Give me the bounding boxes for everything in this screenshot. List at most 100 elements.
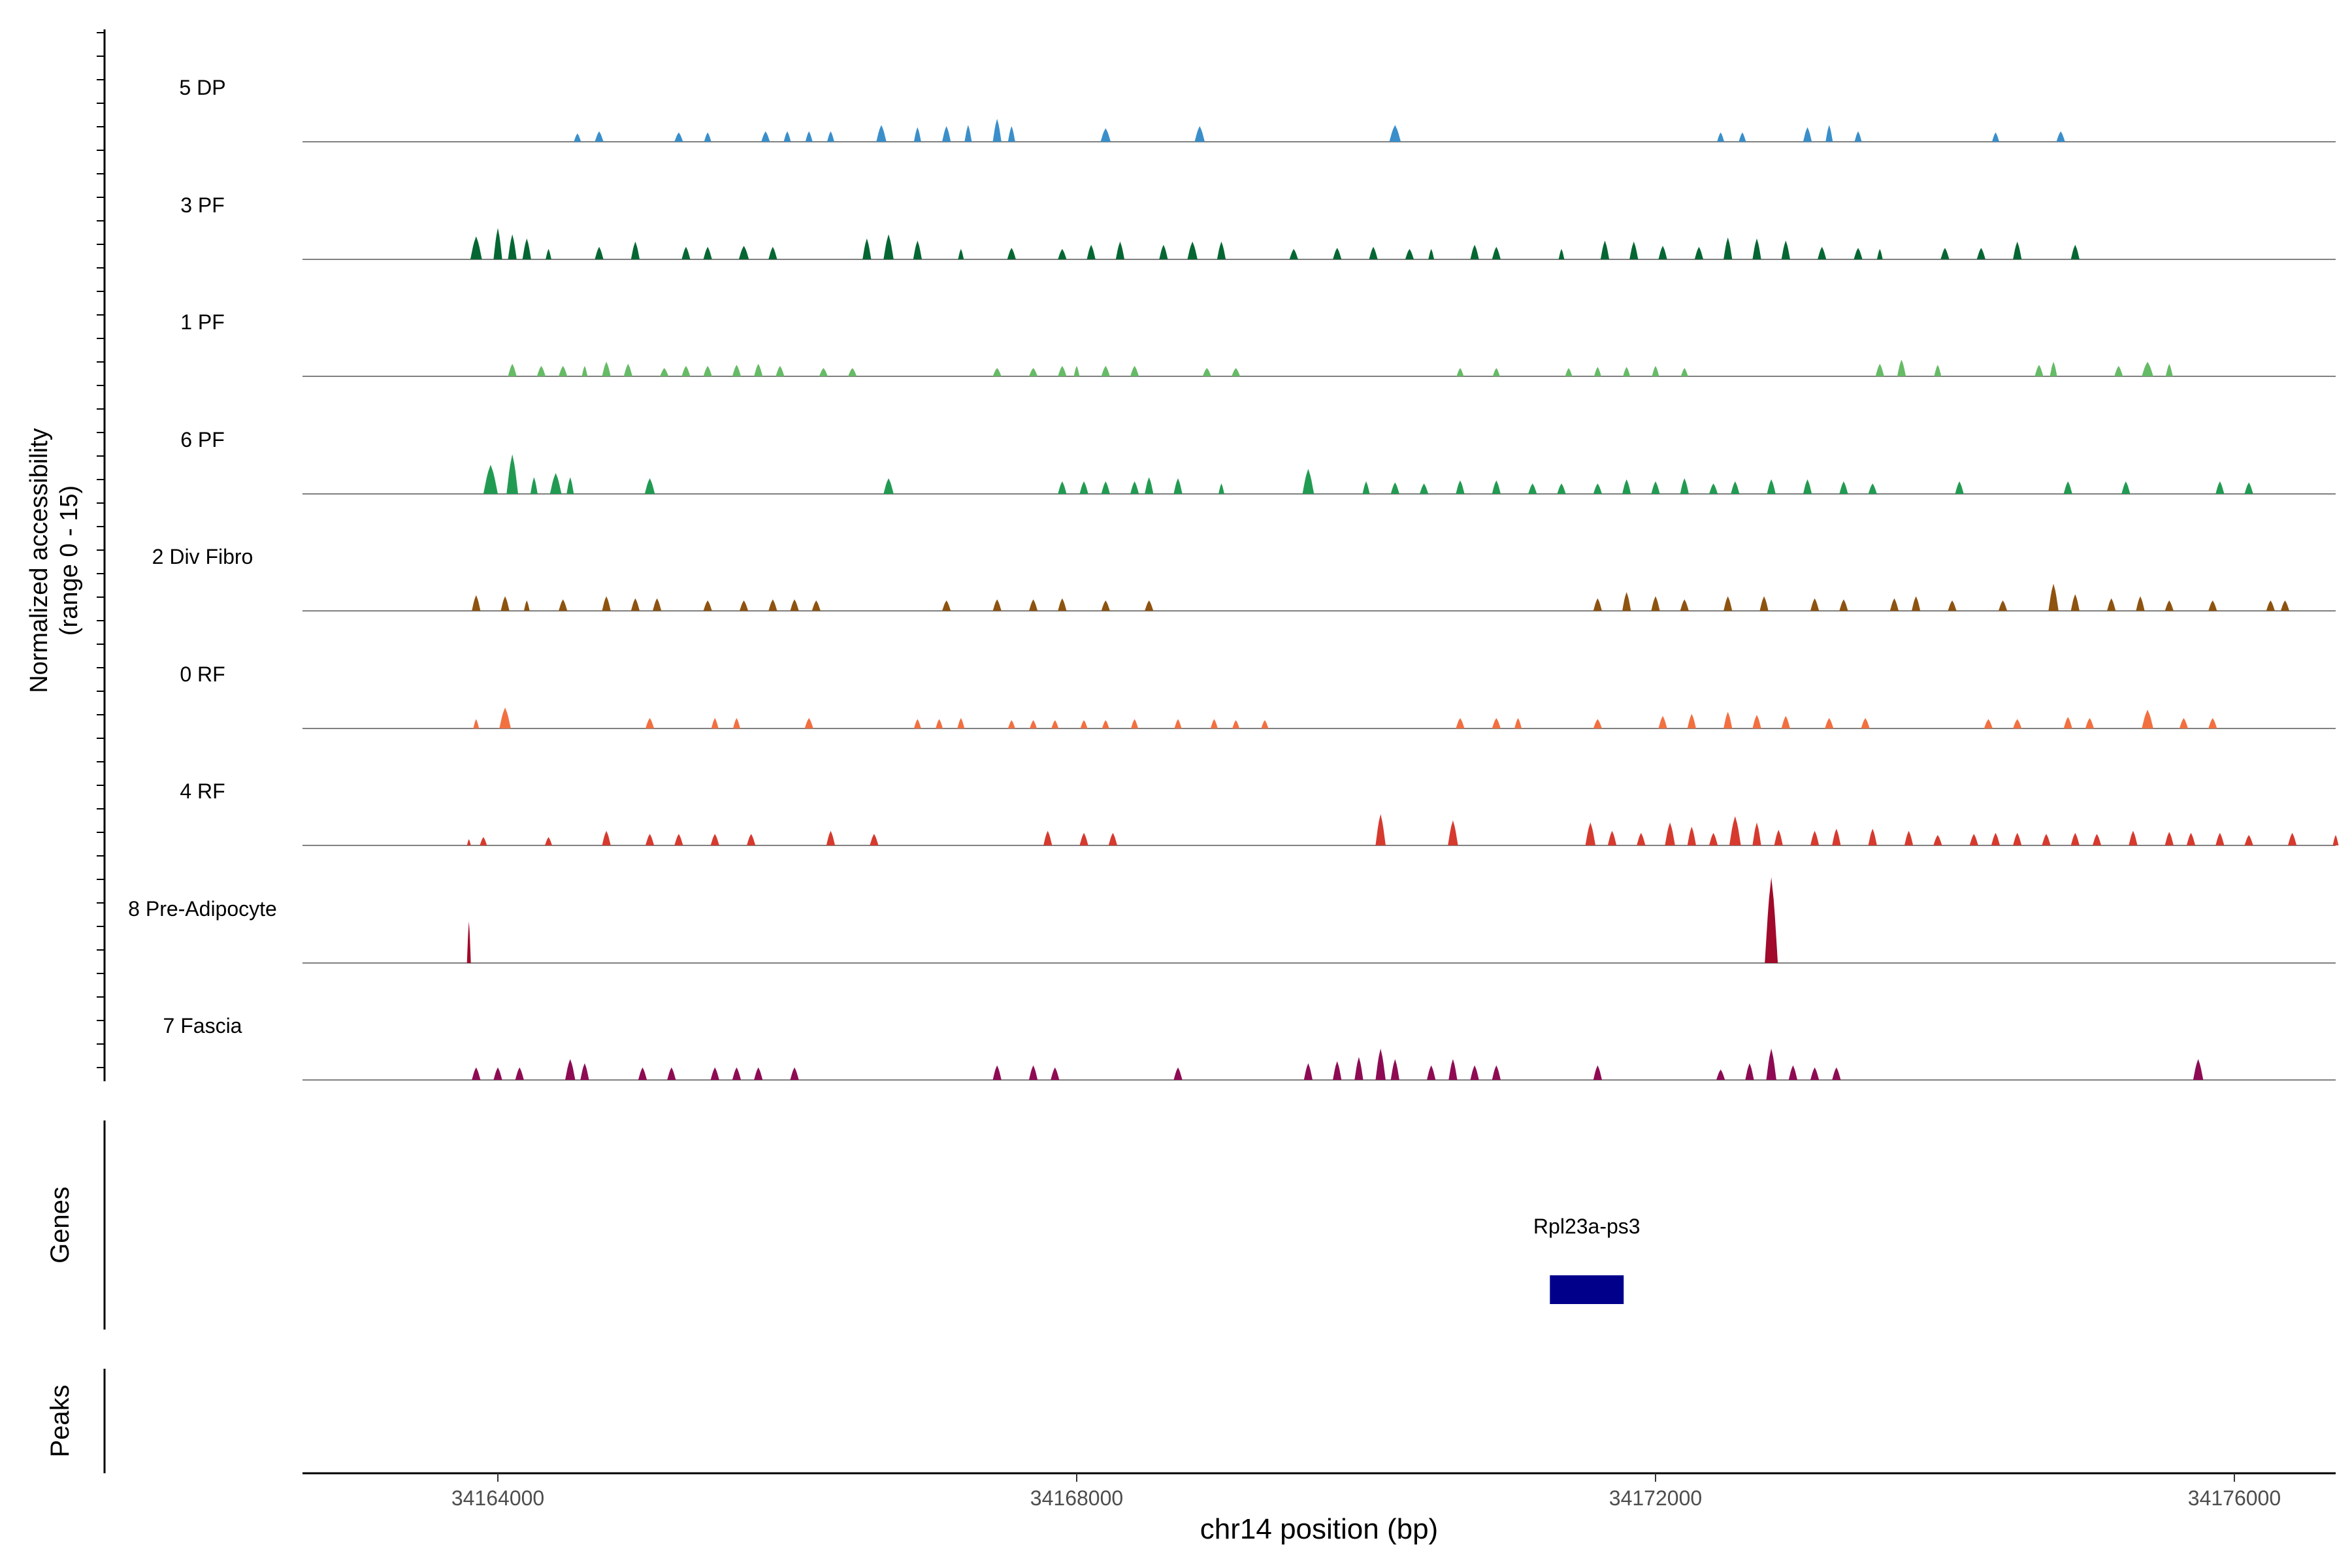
- peak: [1868, 483, 1877, 494]
- peak: [783, 131, 791, 142]
- peak: [2244, 482, 2253, 494]
- track-5-dp: 5 DP: [179, 76, 2336, 142]
- peak: [1007, 126, 1015, 142]
- peak: [630, 241, 640, 259]
- peak: [1007, 720, 1015, 728]
- peak: [1086, 244, 1096, 259]
- x-axis-title: chr14 position (bp): [1200, 1513, 1438, 1545]
- peak: [1875, 363, 1884, 376]
- track-0-rf: 0 RF: [180, 662, 2336, 729]
- peak: [1043, 830, 1053, 845]
- peak: [549, 473, 562, 494]
- peak: [1419, 483, 1429, 494]
- peak: [883, 478, 894, 494]
- peak: [506, 454, 519, 494]
- peak: [1100, 128, 1111, 142]
- peak: [2136, 596, 2145, 611]
- peak: [1593, 598, 1603, 611]
- peak: [1007, 248, 1016, 259]
- peak: [1101, 366, 1110, 376]
- peak: [1665, 822, 1675, 845]
- peak: [667, 1067, 676, 1080]
- peak: [602, 361, 611, 376]
- peak: [1514, 718, 1522, 728]
- peak: [1261, 720, 1269, 728]
- peak: [1781, 240, 1790, 259]
- peak: [1051, 720, 1059, 728]
- peak: [1854, 248, 1863, 259]
- peak: [768, 599, 777, 611]
- peak: [1694, 246, 1704, 259]
- peak: [483, 465, 498, 494]
- peak: [653, 598, 662, 611]
- genes-panel-label: Genes: [46, 1186, 74, 1264]
- peak: [1680, 478, 1689, 494]
- peak: [581, 366, 588, 376]
- peak: [1803, 127, 1812, 142]
- peak: [472, 1067, 481, 1080]
- peak: [732, 718, 741, 728]
- peak: [2056, 131, 2065, 142]
- track-label: 7 Fascia: [163, 1014, 242, 1037]
- x-tick-label: 34176000: [2188, 1486, 2281, 1510]
- peak: [1333, 1061, 1342, 1080]
- peak: [500, 596, 510, 611]
- peak: [1788, 1065, 1798, 1080]
- peak: [790, 1067, 799, 1080]
- peak: [1745, 1063, 1754, 1080]
- peak: [2085, 718, 2095, 728]
- peak: [1051, 1067, 1060, 1080]
- peak: [1752, 238, 1761, 259]
- peak: [1651, 596, 1660, 611]
- peak: [1289, 249, 1298, 259]
- peak: [1210, 719, 1218, 728]
- peak: [546, 249, 551, 259]
- peak: [508, 363, 517, 376]
- peak: [805, 131, 813, 142]
- peak: [1058, 598, 1067, 611]
- peak: [1028, 1065, 1038, 1080]
- coverage-tracks: 5 DP 3 PF 1 PF 6 PF 2 Div Fibro 0 RF 4 RF 8 Pre…: [128, 76, 2339, 1081]
- peak: [992, 1065, 1002, 1080]
- track-7-fascia: 7 Fascia: [163, 1014, 2336, 1081]
- peak: [1079, 481, 1088, 494]
- peak: [645, 834, 655, 845]
- peak: [819, 368, 828, 376]
- peak: [1232, 720, 1240, 728]
- peak: [1622, 479, 1631, 494]
- peak: [732, 1067, 742, 1080]
- peak: [1680, 368, 1688, 376]
- peak: [1810, 1067, 1820, 1080]
- peak: [1115, 241, 1125, 259]
- peak: [480, 837, 487, 845]
- peak: [1868, 828, 1877, 845]
- peak: [913, 719, 921, 728]
- peak: [1708, 832, 1718, 845]
- peak: [1202, 368, 1211, 376]
- peak: [1187, 241, 1198, 259]
- peak: [660, 368, 669, 376]
- peak: [1839, 481, 1848, 494]
- peak: [2107, 598, 2116, 611]
- peak: [1781, 715, 1790, 728]
- peak: [2208, 600, 2217, 611]
- peak: [645, 718, 655, 728]
- peak: [2332, 835, 2339, 845]
- peak: [1687, 826, 1696, 845]
- peak: [1658, 246, 1667, 259]
- peak: [848, 368, 857, 376]
- peak: [1825, 125, 1833, 142]
- x-tick-label: 34172000: [1609, 1486, 1702, 1510]
- peak: [681, 246, 691, 259]
- peak: [957, 718, 965, 728]
- peak: [710, 834, 719, 845]
- peak: [1752, 822, 1761, 845]
- track-1-pf: 1 PF: [180, 310, 2336, 377]
- peak: [811, 600, 821, 611]
- peak: [1729, 816, 1741, 845]
- peak: [545, 837, 553, 845]
- peak: [1723, 711, 1733, 728]
- track-label: 3 PF: [180, 193, 225, 217]
- peak: [711, 718, 719, 728]
- peak: [1028, 368, 1038, 376]
